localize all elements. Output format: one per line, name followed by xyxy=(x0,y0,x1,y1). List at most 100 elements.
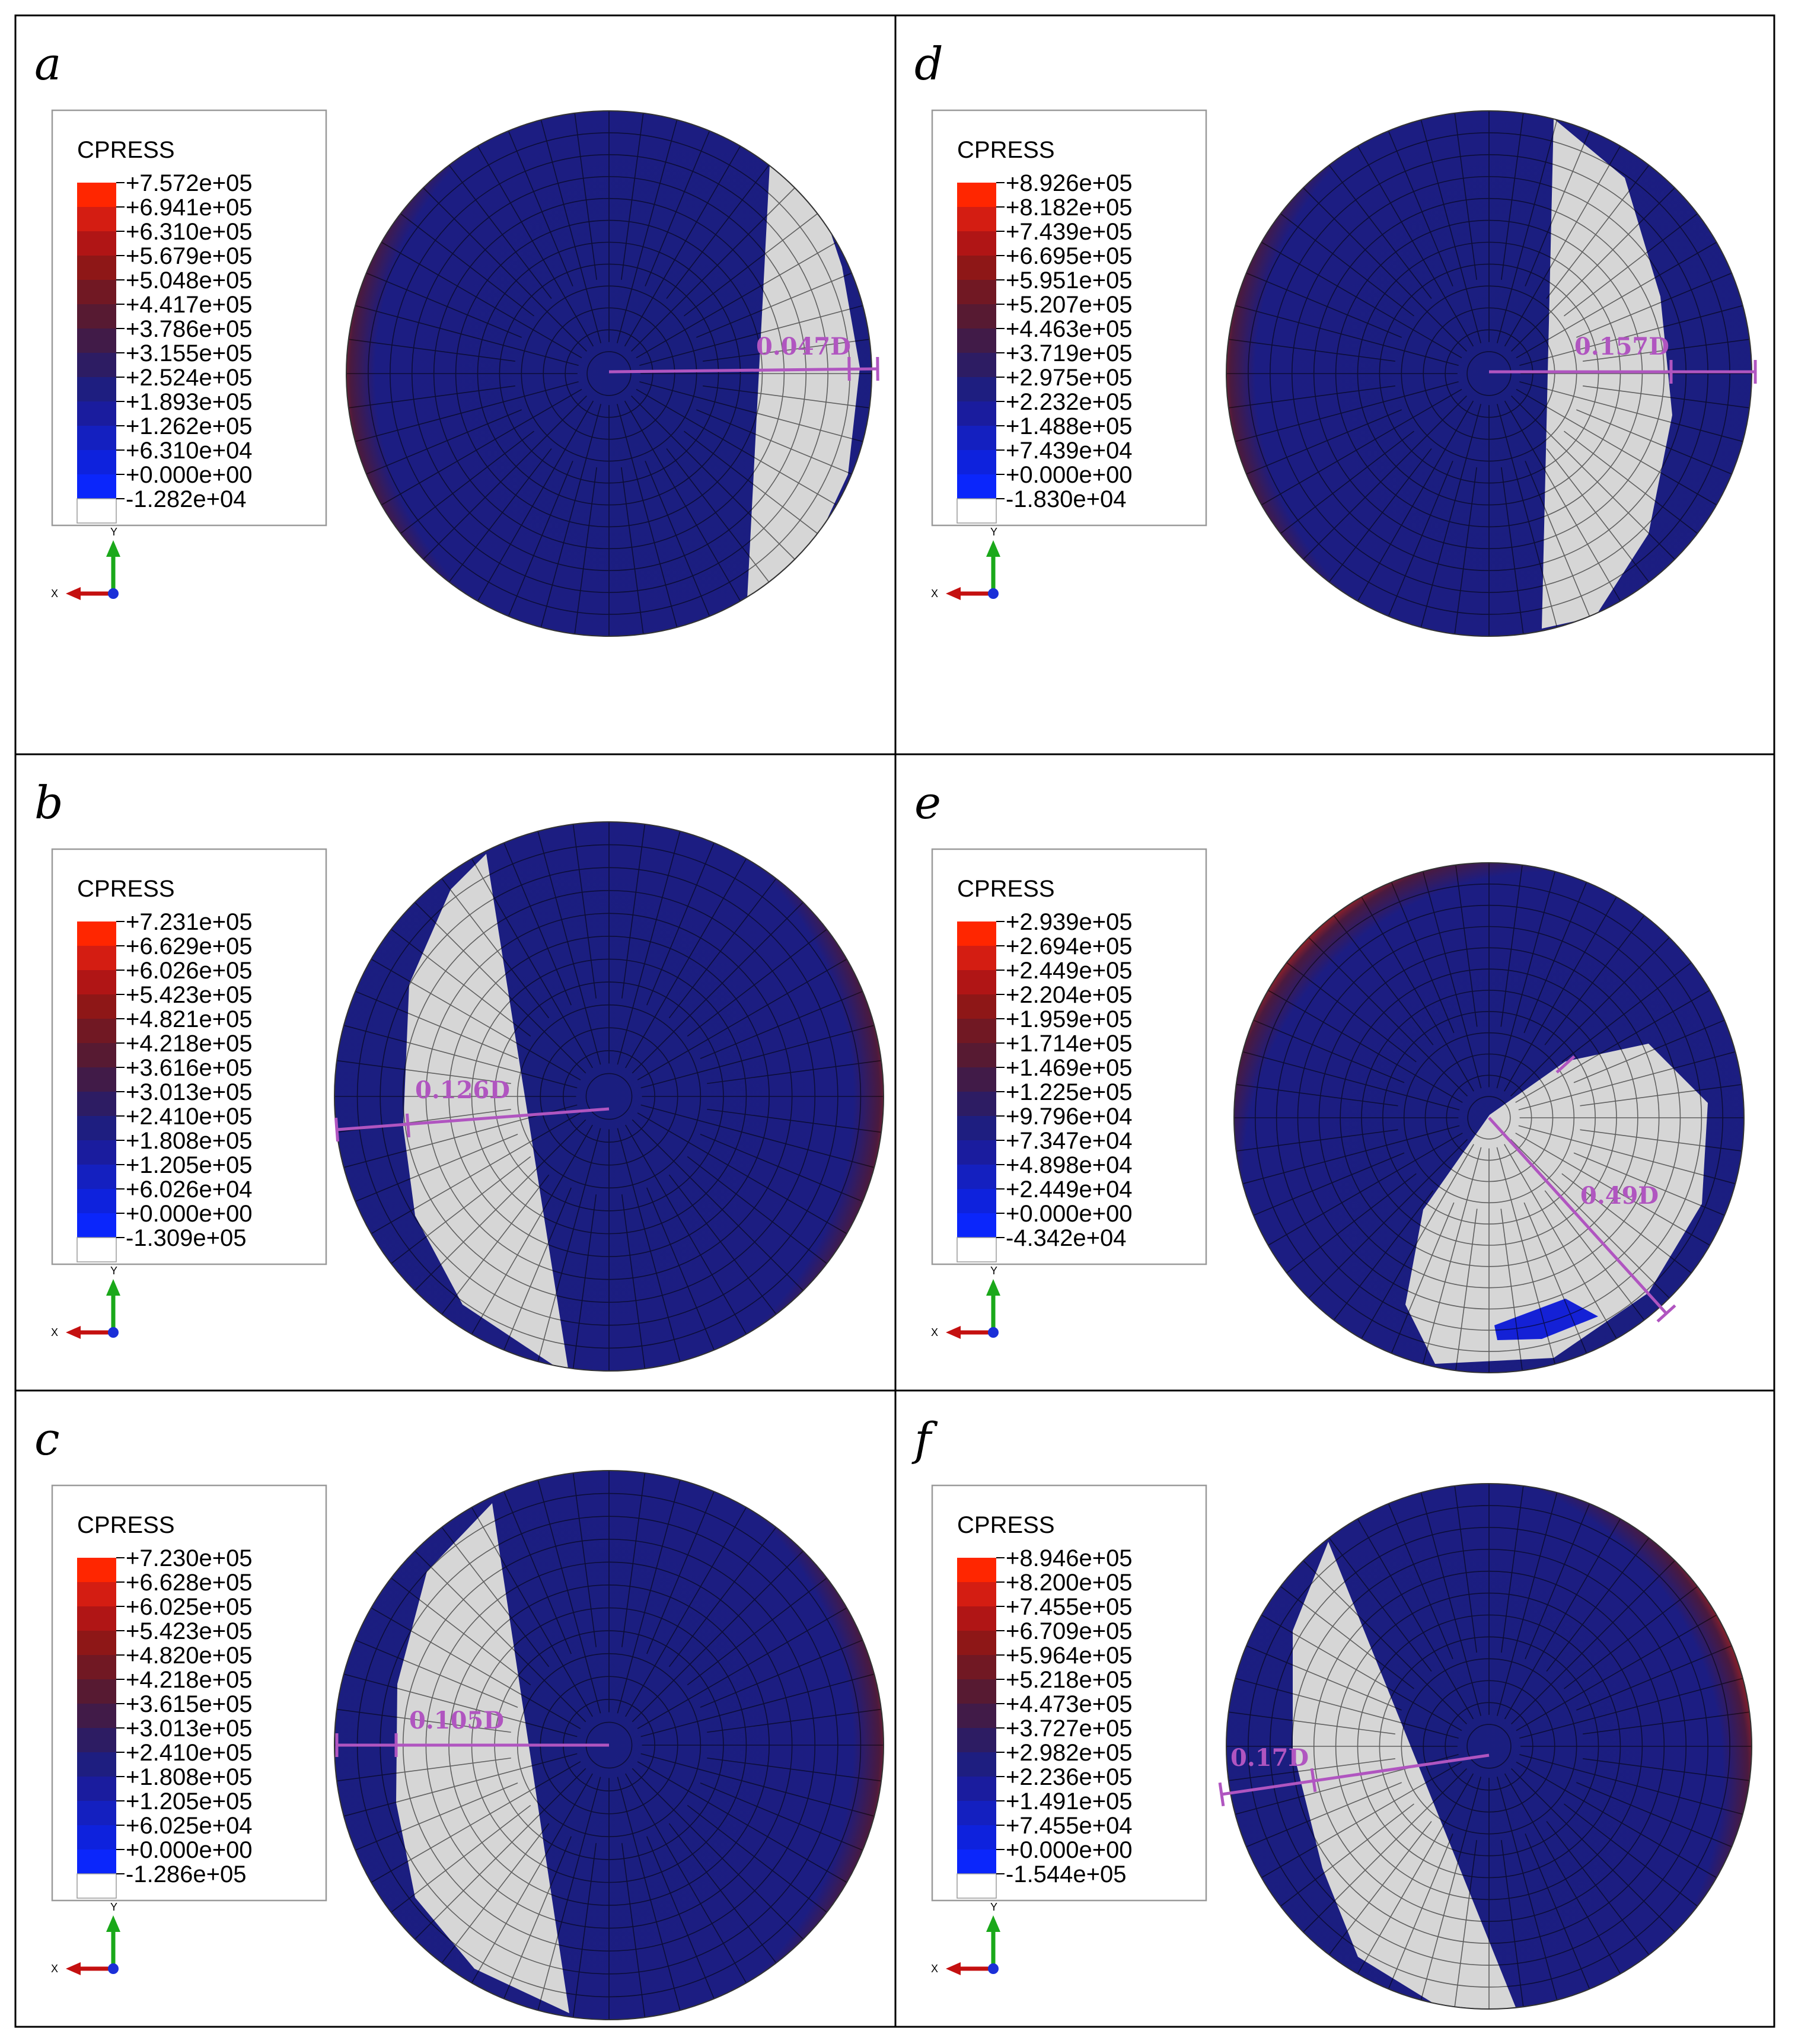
mesh-spoke xyxy=(572,824,597,999)
mesh-spoke xyxy=(617,1777,681,2011)
legend-value: +6.310e+04 xyxy=(126,438,253,464)
gap-measurement: 0.047D xyxy=(608,333,879,381)
mesh-spoke xyxy=(415,902,586,1074)
mesh-spoke xyxy=(1280,213,1414,317)
mesh-spoke xyxy=(631,187,795,352)
mesh-spoke xyxy=(1388,461,1453,617)
legend-value: +2.232e+05 xyxy=(1006,389,1133,415)
legend-swatch xyxy=(957,1728,996,1752)
mesh-spoke xyxy=(1236,1084,1398,1106)
legend-swatch xyxy=(77,329,116,353)
mesh-spoke xyxy=(621,824,646,999)
mesh-spoke xyxy=(1496,871,1556,1089)
mesh-spoke xyxy=(441,878,550,1019)
legend-value: +7.230e+05 xyxy=(126,1545,253,1571)
mesh-spoke xyxy=(1242,1051,1460,1111)
mesh-spoke xyxy=(1516,1614,1717,1731)
legend-swatch xyxy=(957,1140,996,1165)
mesh-spoke xyxy=(477,400,594,602)
mesh-spoke xyxy=(1246,272,1402,338)
mesh-spoke xyxy=(348,385,515,409)
axis-triad: YX xyxy=(51,526,120,600)
legend-value: +1.262e+05 xyxy=(126,413,253,439)
legend-value: +6.026e+04 xyxy=(126,1176,253,1203)
z-axis-dot xyxy=(988,1963,999,1974)
legend-swatch xyxy=(957,1582,996,1606)
legend-value: +9.796e+04 xyxy=(1006,1104,1133,1130)
legend-swatch xyxy=(77,1825,116,1850)
legend-swatch xyxy=(77,1655,116,1679)
mesh-spoke xyxy=(700,991,863,1059)
legend-swatch xyxy=(77,1043,116,1067)
legend-swatch xyxy=(957,474,996,499)
mesh-spoke xyxy=(1576,1782,1732,1848)
mesh-spoke xyxy=(1519,1678,1743,1739)
legend-swatch xyxy=(957,256,996,280)
mesh-spoke xyxy=(1546,1538,1650,1672)
legend-swatch xyxy=(77,1704,116,1728)
mesh-spoke xyxy=(1454,1840,1477,2007)
legend-value: +8.200e+05 xyxy=(1006,1570,1133,1596)
legend-swatch xyxy=(957,1631,996,1655)
mesh-spoke xyxy=(1516,1761,1717,1879)
mesh-spoke xyxy=(471,1124,593,1335)
gap-tick xyxy=(334,1117,340,1142)
legend-swatch xyxy=(77,426,116,450)
mesh-spoke xyxy=(1268,1133,1463,1246)
mesh-spoke xyxy=(537,1128,601,1362)
legend-swatch xyxy=(957,377,996,401)
mesh-spoke xyxy=(1303,396,1467,560)
mesh-spoke xyxy=(355,1782,518,1851)
mesh-spoke xyxy=(696,409,852,475)
legend-value: +3.719e+05 xyxy=(1006,340,1133,366)
panel-letter: e xyxy=(914,776,941,829)
mesh-spoke xyxy=(1308,1139,1468,1299)
legend-value: +4.473e+05 xyxy=(1006,1691,1133,1717)
mesh-spoke xyxy=(621,113,644,280)
mesh-spoke xyxy=(707,1108,882,1133)
legend-value: +5.423e+05 xyxy=(126,982,253,1008)
mesh-spoke xyxy=(636,241,837,359)
mesh-spoke xyxy=(617,1128,681,1362)
gap-label: 0.157D xyxy=(1574,333,1669,361)
mesh-spoke xyxy=(1454,113,1477,280)
legend-swatch xyxy=(77,1801,116,1825)
mesh-spoke xyxy=(1228,385,1395,409)
legend-swatch xyxy=(77,474,116,499)
legend-value: +7.572e+05 xyxy=(126,170,253,196)
mesh-spoke xyxy=(381,388,582,506)
y-axis-label: Y xyxy=(110,1265,117,1277)
mesh-spoke xyxy=(640,1673,875,1737)
mesh-spoke xyxy=(1454,1485,1477,1653)
legend-swatch xyxy=(957,1679,996,1704)
legend-value: +8.182e+05 xyxy=(1006,194,1133,221)
legend-swatch xyxy=(77,1679,116,1704)
legend-swatch xyxy=(77,1850,116,1874)
legend-value: +3.155e+05 xyxy=(126,340,253,366)
legend-value: +1.714e+05 xyxy=(1006,1031,1133,1057)
legend-swatch xyxy=(957,401,996,426)
mesh-spoke xyxy=(1286,1173,1417,1274)
mesh-spoke xyxy=(1515,1133,1710,1246)
mesh-spoke xyxy=(572,1843,597,2018)
legend-swatch xyxy=(77,994,116,1019)
mesh-spoke xyxy=(1228,1711,1395,1734)
mesh-spoke xyxy=(1544,1190,1645,1321)
mesh-spoke xyxy=(1235,1678,1459,1739)
mesh-spoke xyxy=(645,461,710,617)
mesh-spoke xyxy=(632,902,804,1074)
mesh-spoke xyxy=(1235,381,1459,442)
legend-value: +0.000e+00 xyxy=(126,462,253,488)
gap-line xyxy=(336,1107,610,1131)
mesh-spoke xyxy=(1525,461,1590,617)
mesh-spoke xyxy=(1500,865,1523,1027)
mesh-spoke xyxy=(441,1527,550,1667)
mesh-spoke xyxy=(646,842,715,1006)
mesh-spoke xyxy=(700,1782,863,1851)
legend-value: +1.808e+05 xyxy=(126,1128,253,1154)
mesh-spoke xyxy=(1261,388,1462,506)
legend-swatch xyxy=(957,426,996,450)
mesh-spoke xyxy=(639,305,863,366)
mesh-spoke xyxy=(637,1112,847,1235)
legend-value: +7.455e+05 xyxy=(1006,1594,1133,1620)
